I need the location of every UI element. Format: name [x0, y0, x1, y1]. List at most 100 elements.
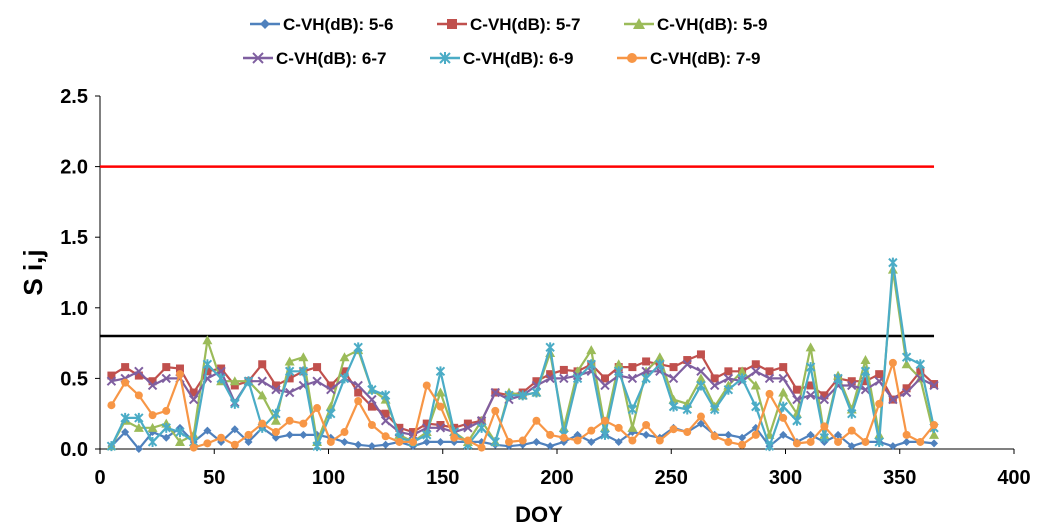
- data-point: [792, 385, 801, 394]
- data-point: [613, 359, 624, 369]
- data-point: [326, 381, 335, 390]
- data-point: [203, 439, 212, 448]
- data-point: [642, 420, 651, 429]
- data-point: [339, 373, 350, 384]
- x-tick-label: 250: [655, 467, 688, 489]
- data-point: [121, 428, 130, 437]
- data-point: [381, 440, 390, 449]
- data-point: [380, 416, 391, 426]
- data-point: [751, 360, 760, 369]
- series-5: [106, 257, 939, 452]
- data-point: [284, 366, 295, 377]
- data-point: [683, 428, 692, 437]
- data-point: [792, 394, 802, 405]
- data-point: [162, 433, 171, 442]
- data-point: [860, 366, 871, 377]
- y-tick-label: 1.5: [60, 227, 88, 249]
- data-point: [847, 426, 856, 435]
- data-point: [422, 437, 431, 446]
- data-point: [764, 441, 775, 452]
- data-point: [600, 374, 609, 383]
- data-point: [463, 436, 472, 445]
- data-point: [696, 350, 705, 359]
- data-point: [874, 376, 884, 386]
- data-point: [614, 437, 623, 446]
- series-3: [106, 264, 940, 451]
- x-tick-label: 150: [426, 467, 459, 489]
- data-point: [586, 345, 597, 355]
- data-point: [901, 352, 912, 363]
- data-point: [888, 358, 897, 367]
- data-point: [723, 384, 734, 395]
- data-point: [175, 427, 185, 438]
- data-point: [902, 437, 911, 446]
- legend-marker: [447, 19, 457, 29]
- data-point: [738, 433, 747, 442]
- data-point: [162, 363, 171, 372]
- data-point: [435, 423, 446, 433]
- data-point: [422, 429, 432, 440]
- data-point: [834, 437, 843, 446]
- data-point: [709, 380, 720, 391]
- data-point: [545, 342, 555, 353]
- data-point: [188, 394, 199, 405]
- data-point: [724, 430, 733, 439]
- series-group: [106, 257, 940, 453]
- data-point: [354, 388, 363, 397]
- data-point: [819, 394, 830, 405]
- data-point: [491, 406, 500, 415]
- data-point: [792, 415, 802, 426]
- data-point: [340, 428, 349, 437]
- data-point: [792, 439, 801, 448]
- data-point: [929, 380, 939, 391]
- data-point: [435, 366, 446, 377]
- data-point: [175, 364, 184, 373]
- data-point: [806, 381, 815, 390]
- series-6: [107, 358, 939, 452]
- data-point: [463, 423, 473, 433]
- reference-lines: [100, 165, 935, 338]
- data-point: [723, 373, 734, 384]
- data-point: [422, 419, 431, 428]
- data-point: [586, 359, 596, 370]
- data-point: [861, 437, 870, 446]
- data-point: [682, 359, 692, 369]
- x-tick-label: 50: [203, 467, 225, 489]
- y-axis-title: S i,j: [18, 249, 48, 295]
- data-point: [505, 437, 514, 446]
- data-point: [874, 436, 884, 447]
- data-point: [175, 370, 184, 379]
- data-point: [600, 380, 610, 391]
- data-point: [161, 373, 171, 384]
- data-point: [450, 433, 459, 442]
- data-point: [628, 363, 637, 372]
- data-point: [710, 432, 719, 441]
- data-point: [847, 380, 857, 391]
- legend-marker: [252, 52, 264, 64]
- data-point: [312, 376, 322, 386]
- data-point: [409, 428, 418, 437]
- data-point: [202, 335, 213, 345]
- data-point: [161, 422, 171, 433]
- data-point: [546, 430, 555, 439]
- data-point: [353, 380, 363, 391]
- data-point: [778, 373, 788, 384]
- x-tick-label: 100: [312, 467, 345, 489]
- data-point: [229, 376, 240, 386]
- legend-item: C-VH(dB): 7-9: [617, 49, 761, 68]
- data-point: [258, 419, 267, 428]
- data-point: [203, 426, 212, 435]
- data-point: [572, 373, 583, 384]
- data-point: [820, 391, 829, 400]
- axes: 0.0 0.5 1.0 1.5 2.0 2.5 0 50 100 150 200 250 300 350 4…: [60, 86, 1031, 489]
- data-point: [216, 373, 226, 384]
- data-point: [271, 428, 280, 437]
- data-point: [174, 436, 185, 446]
- data-point: [819, 432, 830, 443]
- data-point: [902, 384, 911, 393]
- data-point: [600, 416, 609, 425]
- data-point: [779, 413, 788, 422]
- data-point: [709, 404, 720, 415]
- data-point: [270, 415, 281, 425]
